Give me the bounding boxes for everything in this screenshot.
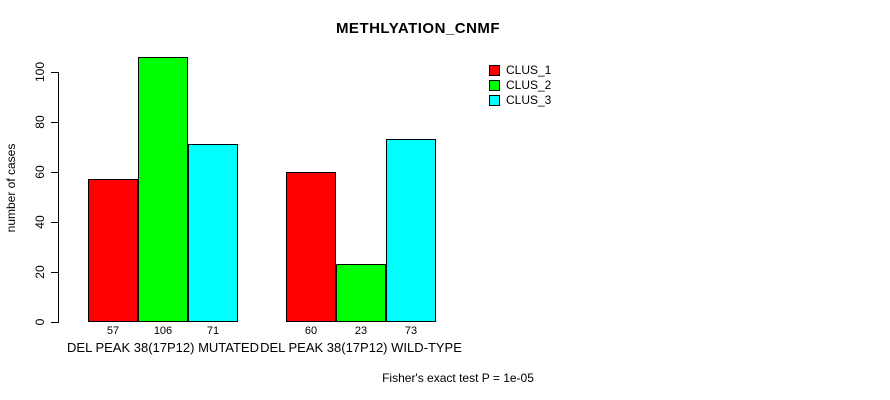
x-category-label: DEL PEAK 38(17P12) WILD-TYPE <box>260 340 462 355</box>
y-axis-tick <box>51 172 58 173</box>
bar-value-label: 23 <box>354 325 368 337</box>
legend-label: CLUS_3 <box>506 93 552 107</box>
bar-value-label: 73 <box>404 325 418 337</box>
bar-clus_2-1 <box>138 57 188 322</box>
y-axis-label: number of cases <box>4 143 18 233</box>
legend-label: CLUS_1 <box>506 63 552 77</box>
legend: CLUS_1 CLUS_2 CLUS_3 <box>489 63 551 108</box>
bar-clus_3-1 <box>188 144 238 322</box>
bar-clus_1-2 <box>286 172 336 322</box>
bar-clus_2-2 <box>336 264 386 322</box>
y-axis-line <box>58 72 59 323</box>
y-axis-tick <box>51 222 58 223</box>
fisher-test-note: Fisher's exact test P = 1e-05 <box>382 371 534 385</box>
y-axis-tick <box>51 72 58 73</box>
chart-title: METHLYATION_CNMF <box>335 20 501 37</box>
bar-value-label: 60 <box>304 325 318 337</box>
legend-row: CLUS_2 <box>489 78 551 93</box>
legend-row: CLUS_3 <box>489 93 551 108</box>
y-axis-tick-label: 20 <box>33 265 47 279</box>
y-axis-tick-label: 80 <box>33 115 47 129</box>
legend-swatch-icon <box>489 95 500 106</box>
legend-row: CLUS_1 <box>489 63 551 78</box>
legend-label: CLUS_2 <box>506 78 552 92</box>
bar-clus_3-2 <box>386 139 436 322</box>
legend-swatch-icon <box>489 80 500 91</box>
bar-clus_1-1 <box>88 179 138 322</box>
y-axis-tick-label: 0 <box>33 318 47 326</box>
y-axis-tick-label: 60 <box>33 165 47 179</box>
y-axis-tick <box>51 272 58 273</box>
y-axis-tick <box>51 122 58 123</box>
y-axis-tick-label: 100 <box>33 61 47 83</box>
x-category-label: DEL PEAK 38(17P12) MUTATED <box>67 340 259 355</box>
bar-value-label: 57 <box>106 325 120 337</box>
y-axis-tick-label: 40 <box>33 215 47 229</box>
legend-swatch-icon <box>489 65 500 76</box>
bar-value-label: 106 <box>153 325 173 337</box>
bar-value-label: 71 <box>206 325 220 337</box>
y-axis-tick <box>51 322 58 323</box>
